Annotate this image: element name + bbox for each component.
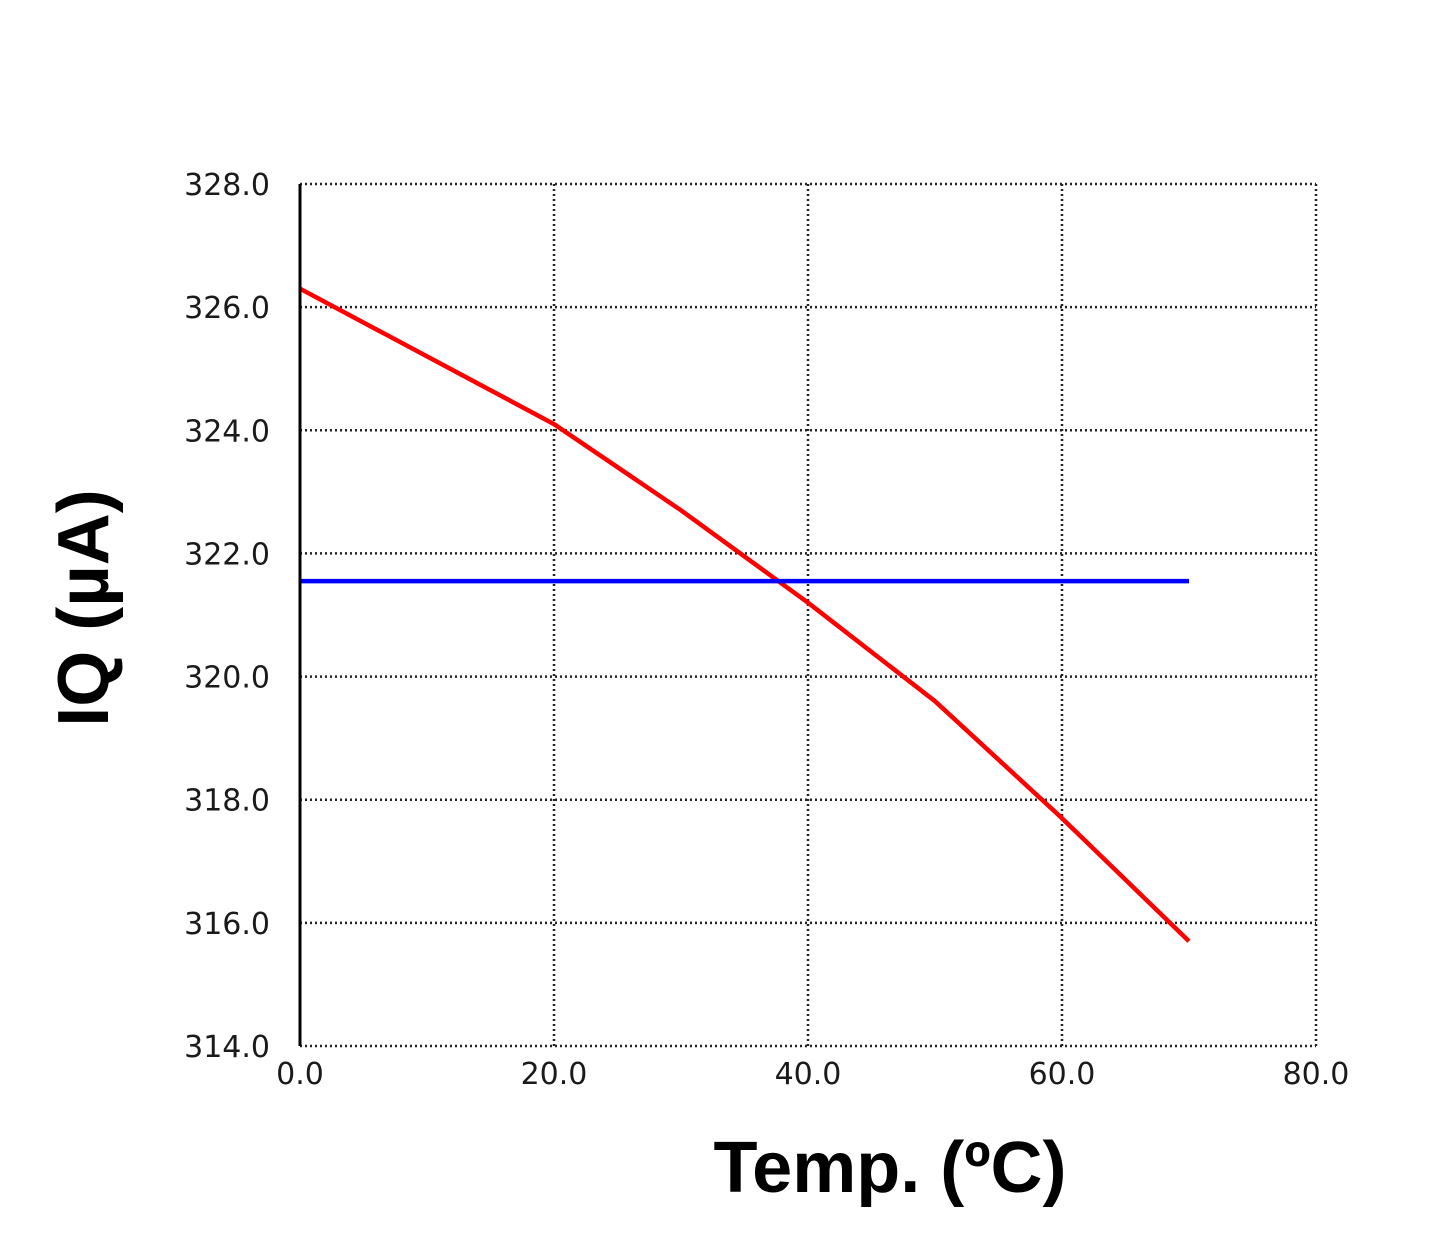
x-tick-label: 40.0 [775, 1057, 842, 1092]
y-tick-labels: 314.0 316.0 318.0 320.0 322.0 324.0 326.0 328.0 [184, 168, 270, 1065]
x-axis-title: Temp. (ºC) [714, 1128, 1067, 1208]
y-tick-label: 314.0 [184, 1030, 270, 1065]
x-tick-label: 60.0 [1029, 1057, 1096, 1092]
y-tick-label: 324.0 [184, 414, 270, 449]
grid [300, 182, 1318, 1048]
y-tick-label: 320.0 [184, 661, 270, 696]
x-tick-labels: 0.0 20.0 40.0 60.0 80.0 [276, 1057, 1349, 1092]
y-tick-label: 318.0 [184, 784, 270, 819]
y-tick-label: 322.0 [184, 537, 270, 572]
x-tick-label: 80.0 [1283, 1057, 1350, 1092]
y-axis-title: IQ (µA) [44, 489, 124, 726]
y-tick-label: 328.0 [184, 168, 270, 203]
x-tick-label: 0.0 [276, 1057, 324, 1092]
series-line-0 [298, 286, 1191, 943]
series-group [298, 286, 1191, 943]
x-tick-label: 20.0 [521, 1057, 588, 1092]
y-tick-label: 316.0 [184, 907, 270, 942]
y-tick-label: 326.0 [184, 291, 270, 326]
